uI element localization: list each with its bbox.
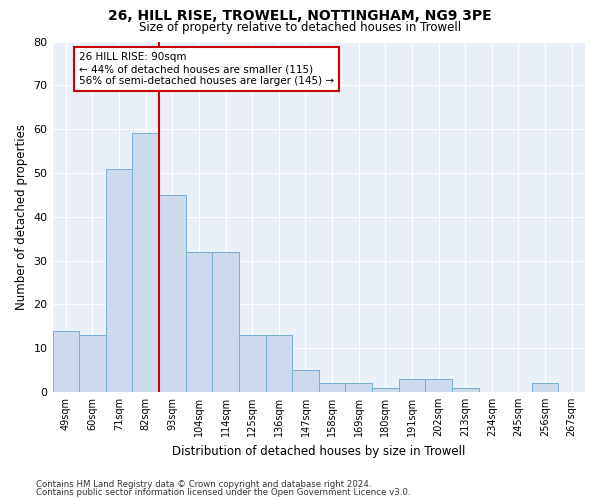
Bar — [266, 335, 292, 392]
Text: 26, HILL RISE, TROWELL, NOTTINGHAM, NG9 3PE: 26, HILL RISE, TROWELL, NOTTINGHAM, NG9 … — [108, 9, 492, 23]
Bar — [133, 134, 159, 392]
Bar — [425, 379, 452, 392]
Text: Contains public sector information licensed under the Open Government Licence v3: Contains public sector information licen… — [36, 488, 410, 497]
Bar — [239, 335, 266, 392]
Bar — [79, 335, 106, 392]
Y-axis label: Number of detached properties: Number of detached properties — [15, 124, 28, 310]
Bar — [185, 252, 212, 392]
Bar — [106, 168, 133, 392]
Text: 26 HILL RISE: 90sqm
← 44% of detached houses are smaller (115)
56% of semi-detac: 26 HILL RISE: 90sqm ← 44% of detached ho… — [79, 52, 334, 86]
Bar — [346, 383, 372, 392]
Text: Contains HM Land Registry data © Crown copyright and database right 2024.: Contains HM Land Registry data © Crown c… — [36, 480, 371, 489]
Bar — [532, 383, 559, 392]
Bar — [372, 388, 398, 392]
Bar — [212, 252, 239, 392]
X-axis label: Distribution of detached houses by size in Trowell: Distribution of detached houses by size … — [172, 444, 466, 458]
Bar — [319, 383, 346, 392]
Bar — [452, 388, 479, 392]
Text: Size of property relative to detached houses in Trowell: Size of property relative to detached ho… — [139, 22, 461, 35]
Bar — [292, 370, 319, 392]
Bar — [398, 379, 425, 392]
Bar — [53, 330, 79, 392]
Bar — [159, 195, 185, 392]
